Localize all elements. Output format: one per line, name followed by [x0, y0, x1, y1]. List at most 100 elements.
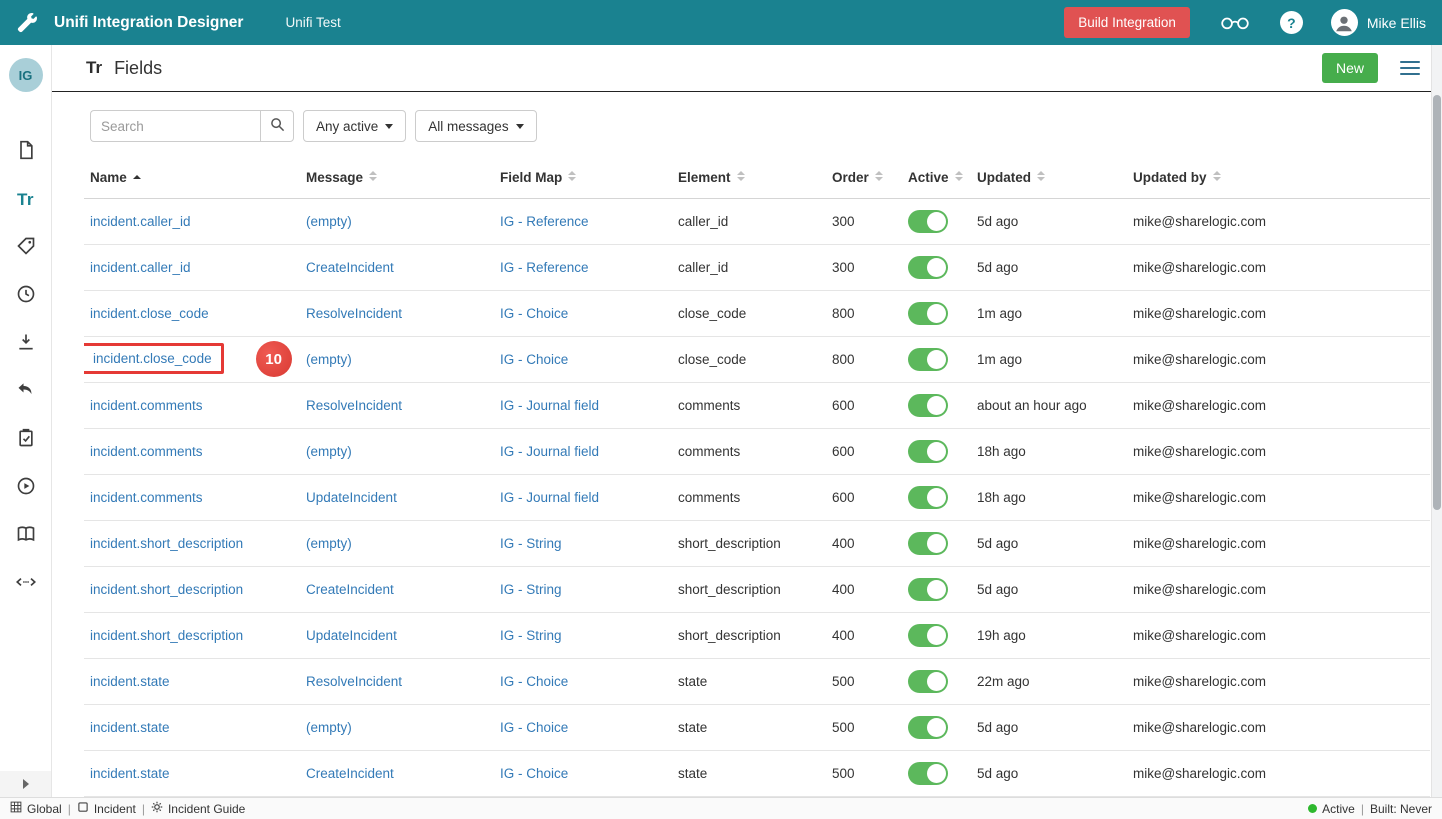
message-link[interactable]: (empty) [306, 213, 352, 229]
column-header-field_map[interactable]: Field Map [494, 158, 672, 199]
active-toggle[interactable] [908, 531, 948, 555]
message-link[interactable]: CreateIncident [306, 581, 394, 597]
active-toggle[interactable] [908, 485, 948, 509]
column-header-updated_by[interactable]: Updated by [1127, 158, 1430, 199]
vertical-scrollbar[interactable] [1431, 45, 1442, 797]
table-row: incident.comments (empty) IG - Journal f… [84, 428, 1430, 474]
column-header-order[interactable]: Order [826, 158, 902, 199]
sidebar-item-documents[interactable] [0, 128, 52, 176]
updated-cell: 5d ago [977, 259, 1019, 275]
active-toggle[interactable] [908, 715, 948, 739]
column-header-active[interactable]: Active [902, 158, 971, 199]
active-toggle[interactable] [908, 301, 948, 325]
field-map-link[interactable]: IG - Choice [500, 765, 569, 781]
active-toggle[interactable] [908, 761, 948, 785]
integration-name[interactable]: Unifi Test [285, 15, 341, 30]
field-map-link[interactable]: IG - Choice [500, 305, 569, 321]
field-name-link[interactable]: incident.state [90, 765, 170, 781]
column-header-updated[interactable]: Updated [971, 158, 1127, 199]
integration-avatar[interactable]: IG [8, 58, 43, 92]
status-global[interactable]: Global [10, 801, 62, 816]
field-map-link[interactable]: IG - Reference [500, 213, 589, 229]
active-toggle[interactable] [908, 209, 948, 233]
message-link[interactable]: UpdateIncident [306, 627, 397, 643]
message-link[interactable]: (empty) [306, 535, 352, 551]
sidebar-item-code[interactable] [0, 560, 52, 608]
sidebar-item-run[interactable] [0, 464, 52, 512]
column-header-name[interactable]: Name [84, 158, 300, 199]
field-name-link[interactable]: incident.short_description [90, 581, 244, 597]
field-name-link[interactable]: incident.short_description [90, 627, 244, 643]
preview-glasses-icon[interactable] [1220, 15, 1250, 30]
page-header: Tr Fields New [52, 45, 1442, 92]
field-name-link[interactable]: incident.comments [90, 489, 203, 505]
sidebar-item-revert[interactable] [0, 368, 52, 416]
message-link[interactable]: ResolveIncident [306, 397, 403, 413]
message-link[interactable]: (empty) [306, 351, 352, 367]
active-toggle[interactable] [908, 669, 948, 693]
field-name-link[interactable]: incident.comments [90, 397, 203, 413]
active-toggle[interactable] [908, 439, 948, 463]
message-link[interactable]: ResolveIncident [306, 673, 403, 689]
build-integration-button[interactable]: Build Integration [1064, 7, 1190, 38]
field-name-link[interactable]: incident.state [90, 673, 170, 689]
sidebar-item-tests[interactable] [0, 416, 52, 464]
field-map-link[interactable]: IG - String [500, 627, 562, 643]
tag-icon [16, 236, 36, 261]
sidebar-item-fields[interactable]: Tr [0, 176, 52, 224]
order-cell: 500 [832, 765, 855, 781]
user-menu[interactable]: Mike Ellis [1330, 9, 1426, 36]
field-map-link[interactable]: IG - Journal field [500, 489, 600, 505]
field-map-link[interactable]: IG - Choice [500, 673, 569, 689]
field-name-link[interactable]: incident.caller_id [90, 259, 191, 275]
field-map-link[interactable]: IG - Choice [500, 719, 569, 735]
active-toggle[interactable] [908, 623, 948, 647]
element-cell: comments [678, 489, 741, 505]
message-link[interactable]: CreateIncident [306, 259, 394, 275]
new-button[interactable]: New [1321, 53, 1378, 83]
fields-table: Name Message Field Map Element Order Active Up… [84, 158, 1430, 797]
help-icon[interactable]: ? [1279, 11, 1303, 34]
column-header-message[interactable]: Message [300, 158, 494, 199]
message-link[interactable]: CreateIncident [306, 765, 394, 781]
field-map-link[interactable]: IG - String [500, 581, 562, 597]
element-cell: close_code [678, 351, 747, 367]
field-map-link[interactable]: IG - Journal field [500, 397, 600, 413]
message-link[interactable]: UpdateIncident [306, 489, 397, 505]
message-link[interactable]: (empty) [306, 719, 352, 735]
field-map-link[interactable]: IG - Reference [500, 259, 589, 275]
active-toggle[interactable] [908, 577, 948, 601]
active-toggle[interactable] [908, 255, 948, 279]
messages-filter-dropdown[interactable]: All messages [415, 110, 537, 142]
sidebar-item-import[interactable] [0, 320, 52, 368]
field-name-link[interactable]: incident.caller_id [90, 213, 191, 229]
wrench-logo-icon[interactable] [16, 11, 40, 35]
field-map-link[interactable]: IG - String [500, 535, 562, 551]
sidebar-item-history[interactable] [0, 272, 52, 320]
status-process[interactable]: Incident [77, 801, 136, 816]
field-name-link[interactable]: incident.state [90, 719, 170, 735]
search-input[interactable] [90, 110, 260, 142]
field-name-link[interactable]: incident.close_code [84, 342, 224, 374]
toggle-knob [927, 487, 946, 507]
column-header-element[interactable]: Element [672, 158, 826, 199]
navbar-right: Build Integration ? Mike Ellis [1064, 7, 1426, 38]
message-link[interactable]: ResolveIncident [306, 305, 403, 321]
field-name-link[interactable]: incident.comments [90, 443, 203, 459]
field-name-link[interactable]: incident.close_code [90, 305, 209, 321]
field-name-link[interactable]: incident.short_description [90, 535, 244, 551]
updated-cell: 22m ago [977, 673, 1030, 689]
message-link[interactable]: (empty) [306, 443, 352, 459]
scrollbar-thumb[interactable] [1433, 95, 1441, 510]
search-button[interactable] [260, 110, 294, 142]
sidebar-item-documentation[interactable] [0, 512, 52, 560]
active-toggle[interactable] [908, 393, 948, 417]
active-toggle[interactable] [908, 347, 948, 371]
menu-hamburger-icon[interactable] [1400, 57, 1420, 79]
field-map-link[interactable]: IG - Journal field [500, 443, 600, 459]
field-map-link[interactable]: IG - Choice [500, 351, 569, 367]
active-filter-dropdown[interactable]: Any active [303, 110, 407, 142]
status-integration[interactable]: Incident Guide [151, 801, 245, 816]
sidebar-collapse-button[interactable] [0, 771, 51, 797]
sidebar-item-field-maps[interactable] [0, 224, 52, 272]
